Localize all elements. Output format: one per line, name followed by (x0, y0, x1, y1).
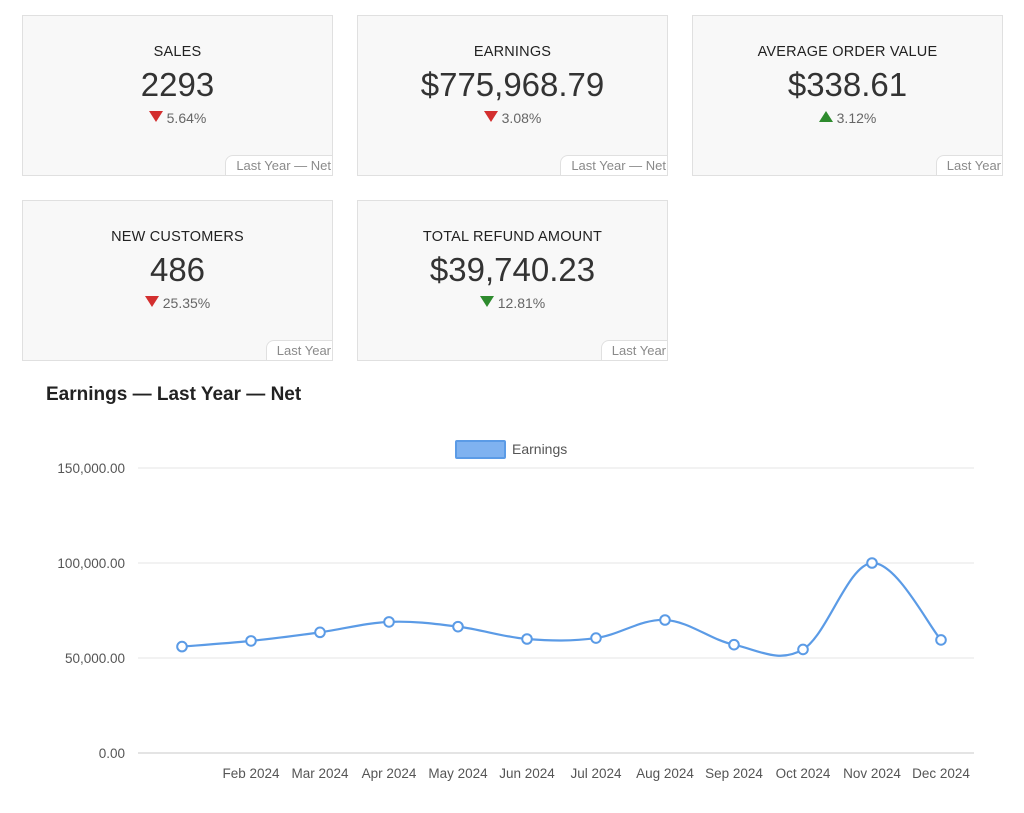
kpi-title: NEW CUSTOMERS (111, 229, 244, 245)
kpi-change: 3.08% (358, 110, 667, 126)
data-point (383, 616, 395, 628)
x-tick-label: Oct 2024 (776, 766, 831, 781)
x-tick-label: Aug 2024 (636, 766, 694, 781)
x-tick-label: Jun 2024 (499, 766, 555, 781)
x-tick-label: Jul 2024 (570, 766, 622, 781)
data-point (728, 638, 740, 651)
data-point (797, 643, 809, 656)
kpi-value: 486 (149, 251, 206, 288)
kpi-card-average-order-value: AVERAGE ORDER VALUE $338.61 3.12% Last Y… (692, 15, 1003, 176)
kpi-change-value: 25.35% (162, 295, 211, 311)
kpi-change-value: 3.08% (501, 110, 542, 126)
chart-title: Earnings — Last Year — Net (46, 384, 302, 405)
kpi-card-sales: SALES 2293 5.64% Last Year — Net (22, 15, 333, 176)
kpi-change-value: 12.81% (497, 295, 546, 311)
kpi-value: 2293 (140, 66, 215, 103)
legend-label: Earnings (512, 441, 567, 457)
kpi-card-total-refund-amount: TOTAL REFUND AMOUNT $39,740.23 12.81% La… (357, 200, 668, 361)
trend-down-icon (483, 111, 498, 122)
kpi-change: 12.81% (358, 295, 667, 311)
trend-up-icon (818, 111, 833, 122)
x-tick-label: Sep 2024 (705, 766, 763, 781)
kpi-change-value: 5.64% (166, 110, 207, 126)
data-point (245, 635, 257, 647)
kpi-title: EARNINGS (473, 44, 552, 60)
kpi-card-new-customers: NEW CUSTOMERS 486 25.35% Last Year (22, 200, 333, 361)
x-tick-label: Nov 2024 (843, 766, 901, 781)
x-tick-label: Dec 2024 (912, 766, 970, 781)
kpi-change: 25.35% (23, 295, 332, 311)
kpi-period-tag: Last Year — Net (560, 155, 667, 175)
data-point (866, 557, 878, 569)
kpi-change: 5.64% (23, 110, 332, 126)
kpi-title: SALES (153, 44, 202, 60)
kpi-period-tag: Last Year — Net (225, 155, 332, 175)
kpi-period-tag: Last Year (935, 155, 1002, 175)
data-point (659, 614, 671, 626)
kpi-title: TOTAL REFUND AMOUNT (422, 229, 603, 245)
data-point (935, 634, 947, 646)
x-tick-label: Feb 2024 (222, 766, 280, 781)
x-tick-label: May 2024 (428, 766, 488, 781)
data-point (521, 633, 533, 645)
kpi-title: AVERAGE ORDER VALUE (757, 44, 938, 60)
kpi-value: $775,968.79 (420, 66, 605, 103)
series-line-earnings (181, 561, 942, 657)
kpi-card-earnings: EARNINGS $775,968.79 3.08% Last Year — N… (357, 15, 668, 176)
data-point (314, 626, 326, 639)
kpi-period-tag: Last Year (265, 340, 332, 360)
trend-down-icon (148, 111, 163, 122)
earnings-line-chart: 0.00 50,000.00 100,000.00 150,000.00 Feb 202… (57, 440, 974, 781)
kpi-change-value: 3.12% (836, 110, 877, 126)
kpi-period-tag: Last Year (600, 340, 667, 360)
y-tick-label: 100,000.00 (57, 556, 125, 571)
trend-down-icon (479, 296, 494, 307)
x-tick-label: Mar 2024 (291, 766, 349, 781)
trend-down-icon (144, 296, 159, 307)
kpi-value: $338.61 (787, 66, 908, 103)
data-point (452, 620, 464, 633)
y-tick-label: 0.00 (99, 746, 125, 761)
legend-swatch (455, 440, 506, 459)
kpi-value: $39,740.23 (429, 251, 596, 288)
x-tick-label: Apr 2024 (362, 766, 417, 781)
data-point (176, 640, 188, 653)
data-point (590, 632, 602, 644)
y-tick-label: 150,000.00 (57, 461, 125, 476)
y-tick-label: 50,000.00 (65, 651, 125, 666)
kpi-change: 3.12% (693, 110, 1002, 126)
